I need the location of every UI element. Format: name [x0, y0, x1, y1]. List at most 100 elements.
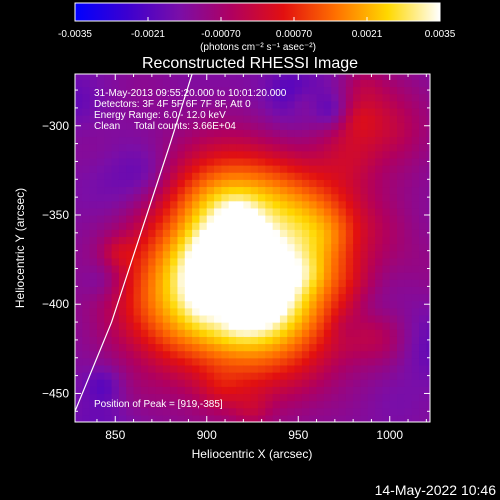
- heatmap-pixel: [360, 143, 369, 152]
- heatmap-pixel: [192, 257, 201, 266]
- heatmap-pixel: [345, 236, 354, 245]
- heatmap-pixel: [89, 136, 98, 145]
- heatmap-pixel: [287, 357, 296, 366]
- heatmap-pixel: [323, 107, 332, 116]
- heatmap-pixel: [397, 286, 405, 295]
- heatmap-pixel: [221, 150, 230, 159]
- heatmap-pixel: [192, 400, 201, 409]
- heatmap-pixel: [89, 314, 98, 323]
- heatmap-pixel: [419, 400, 427, 409]
- heatmap-pixel: [75, 150, 83, 159]
- heatmap-pixel: [214, 150, 222, 159]
- heatmap-pixel: [250, 186, 259, 195]
- heatmap-pixel: [279, 343, 288, 352]
- heatmap-pixel: [192, 193, 201, 202]
- heatmap-pixel: [265, 222, 274, 230]
- heatmap-pixel: [177, 157, 186, 166]
- heatmap-pixel: [287, 314, 296, 323]
- heatmap-pixel: [404, 407, 413, 416]
- heatmap-pixel: [294, 357, 303, 366]
- heatmap-pixel: [89, 307, 98, 316]
- heatmap-pixel: [404, 336, 413, 345]
- heatmap-pixel: [323, 336, 332, 345]
- heatmap-pixel: [228, 322, 237, 330]
- heatmap-pixel: [206, 314, 215, 323]
- heatmap-pixel: [192, 200, 201, 209]
- heatmap-pixel: [75, 293, 83, 302]
- heatmap-pixel: [250, 300, 259, 309]
- heatmap-pixel: [375, 414, 384, 422]
- heatmap-pixel: [389, 336, 398, 345]
- heatmap-pixel: [75, 264, 83, 273]
- heatmap-pixel: [111, 115, 120, 123]
- heatmap-pixel: [389, 379, 398, 387]
- heatmap-pixel: [228, 293, 237, 302]
- heatmap-pixel: [250, 165, 259, 173]
- heatmap-pixel: [426, 243, 430, 252]
- heatmap-pixel: [257, 250, 266, 259]
- heatmap-pixel: [301, 264, 310, 273]
- heatmap-pixel: [294, 393, 303, 402]
- heatmap-pixel: [250, 200, 259, 209]
- heatmap-pixel: [375, 364, 384, 373]
- heatmap-pixel: [338, 250, 347, 259]
- heatmap-pixel: [118, 279, 127, 287]
- heatmap-pixel: [360, 350, 369, 359]
- heatmap-pixel: [323, 343, 332, 352]
- heatmap-pixel: [104, 200, 113, 209]
- heatmap-pixel: [389, 86, 398, 95]
- heatmap-pixel: [389, 79, 398, 88]
- heatmap-pixel: [382, 414, 391, 422]
- heatmap-pixel: [389, 372, 398, 380]
- heatmap-pixel: [353, 214, 362, 223]
- heatmap-pixel: [411, 279, 420, 287]
- heatmap-pixel: [82, 279, 91, 287]
- heatmap-pixel: [331, 279, 340, 287]
- heatmap-pixel: [133, 264, 142, 273]
- heatmap-pixel: [316, 386, 325, 395]
- heatmap-pixel: [184, 107, 193, 116]
- heatmap-pixel: [426, 307, 430, 316]
- heatmap-pixel: [199, 272, 208, 280]
- heatmap-pixel: [272, 79, 281, 88]
- heatmap-pixel: [323, 307, 332, 316]
- heatmap-pixel: [257, 307, 266, 316]
- heatmap-pixel: [265, 236, 274, 245]
- heatmap-pixel: [279, 115, 288, 123]
- heatmap-pixel: [419, 372, 427, 380]
- heatmap-pixel: [243, 165, 252, 173]
- heatmap-pixel: [192, 314, 201, 323]
- heatmap-pixel: [126, 74, 135, 80]
- heatmap-pixel: [419, 214, 427, 223]
- heatmap-pixel: [177, 93, 186, 102]
- heatmap-pixel: [323, 222, 332, 230]
- heatmap-pixel: [221, 186, 230, 195]
- heatmap-pixel: [184, 122, 193, 130]
- heatmap-pixel: [301, 357, 310, 366]
- heatmap-pixel: [199, 136, 208, 145]
- heatmap-pixel: [170, 264, 179, 273]
- heatmap-pixel: [206, 364, 215, 373]
- heatmap-pixel: [104, 74, 113, 80]
- heatmap-pixel: [375, 93, 384, 102]
- heatmap-pixel: [221, 179, 230, 188]
- heatmap-pixel: [287, 214, 296, 223]
- heatmap-pixel: [353, 207, 362, 216]
- heatmap-pixel: [301, 350, 310, 359]
- heatmap-pixel: [389, 157, 398, 166]
- heatmap-pixel: [397, 243, 405, 252]
- heatmap-pixel: [375, 143, 384, 152]
- heatmap-pixel: [199, 314, 208, 323]
- heatmap-pixel: [133, 343, 142, 352]
- heatmap-pixel: [221, 364, 230, 373]
- heatmap-pixel: [309, 372, 318, 380]
- heatmap-pixel: [75, 157, 83, 166]
- heatmap-pixel: [206, 136, 215, 145]
- heatmap-pixel: [265, 372, 274, 380]
- heatmap-pixel: [89, 329, 98, 337]
- heatmap-pixel: [82, 222, 91, 230]
- heatmap-pixel: [411, 186, 420, 195]
- heatmap-pixel: [345, 314, 354, 323]
- heatmap-pixel: [184, 143, 193, 152]
- heatmap-pixel: [397, 393, 405, 402]
